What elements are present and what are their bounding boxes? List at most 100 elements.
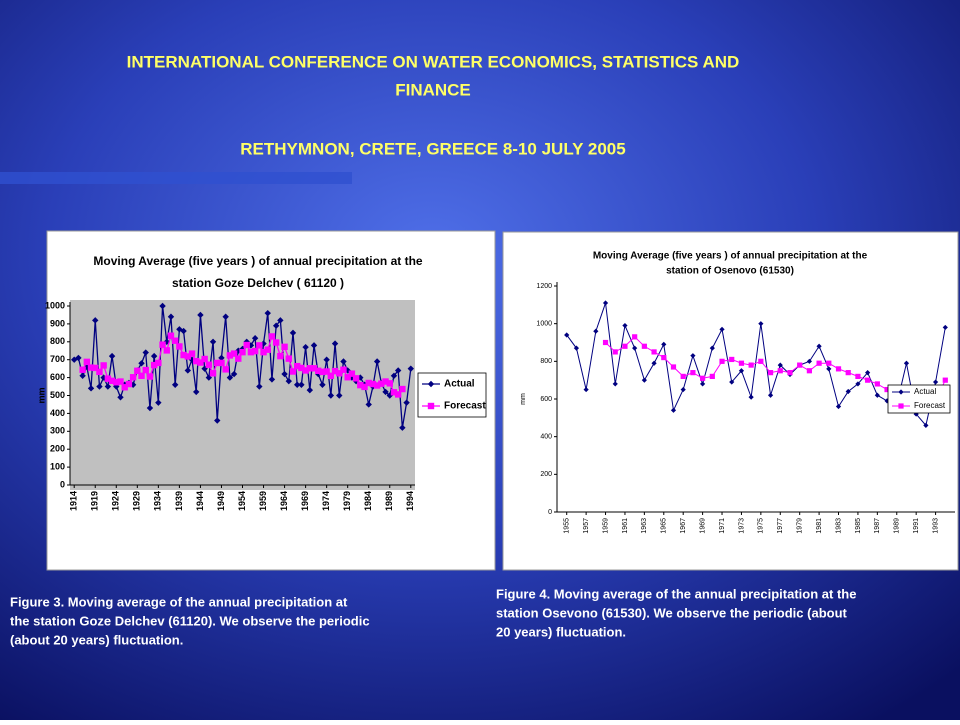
y-tick-label: 200: [540, 471, 552, 478]
marker: [738, 360, 745, 366]
chart-frame: [502, 231, 959, 571]
x-tick-label: 1961: [622, 518, 629, 534]
marker: [256, 383, 263, 390]
legend-box: [887, 384, 951, 414]
marker: [197, 359, 204, 366]
marker: [806, 358, 812, 364]
marker: [331, 340, 339, 347]
marker: [394, 367, 402, 374]
y-axis-label: mm: [36, 387, 46, 403]
marker: [835, 403, 842, 410]
marker: [138, 372, 145, 380]
marker: [352, 375, 360, 382]
marker: [816, 343, 822, 349]
marker: [865, 377, 871, 383]
marker: [942, 377, 948, 383]
marker: [201, 355, 208, 363]
marker: [884, 386, 890, 393]
marker: [327, 372, 335, 380]
marker: [748, 394, 754, 400]
marker: [738, 368, 745, 374]
marker: [247, 348, 255, 356]
marker: [719, 358, 725, 364]
marker: [268, 333, 276, 340]
marker: [777, 362, 783, 368]
marker: [260, 348, 267, 356]
marker: [787, 370, 793, 376]
x-tick-label: 1944: [195, 491, 205, 511]
marker: [96, 383, 103, 390]
marker: [361, 383, 368, 391]
marker: [399, 385, 406, 393]
marker: [264, 346, 271, 353]
marker: [159, 341, 166, 348]
x-tick-label: 1965: [661, 518, 668, 534]
marker: [651, 349, 657, 355]
plot-area: [70, 300, 415, 490]
marker: [163, 347, 170, 354]
caption-line: Figure 4. Moving average of the annual p…: [496, 586, 856, 601]
marker: [92, 317, 99, 324]
marker: [298, 381, 305, 388]
y-tick-label: 400: [50, 408, 65, 418]
x-tick-label: 1969: [699, 518, 706, 534]
x-tick-label: 1994: [405, 491, 415, 511]
marker: [302, 343, 309, 351]
marker: [205, 361, 213, 368]
x-tick-label: 1973: [738, 518, 745, 534]
marker: [348, 370, 356, 377]
marker: [134, 367, 141, 374]
marker: [92, 364, 99, 372]
caption-line: Figure 3. Moving average of the annual p…: [10, 594, 348, 609]
marker: [632, 334, 638, 340]
marker: [171, 381, 179, 388]
marker: [641, 377, 647, 383]
marker: [709, 373, 715, 379]
marker: [661, 354, 667, 361]
marker: [104, 375, 112, 382]
marker: [748, 362, 754, 368]
marker: [159, 302, 166, 310]
marker: [369, 380, 377, 388]
x-tick-label: 1924: [111, 491, 121, 511]
y-tick-label: 600: [540, 396, 552, 403]
marker: [104, 383, 112, 390]
marker: [923, 422, 929, 428]
marker: [884, 398, 890, 404]
marker: [171, 337, 179, 344]
chart-title: Moving Average (five years ) of annual p…: [593, 251, 868, 262]
marker: [150, 352, 158, 360]
marker: [767, 392, 774, 398]
marker: [319, 381, 326, 388]
marker: [218, 359, 225, 367]
marker: [913, 411, 919, 417]
marker: [281, 343, 288, 351]
marker: [277, 352, 284, 360]
marker: [403, 399, 410, 406]
marker: [874, 381, 880, 387]
marker: [214, 359, 221, 367]
title-line: FINANCE: [395, 80, 471, 99]
x-tick-label: 1975: [758, 518, 765, 534]
marker: [222, 313, 229, 320]
marker: [256, 342, 263, 349]
marker: [96, 368, 103, 376]
x-tick-label: 1967: [680, 518, 687, 534]
x-tick-label: 1979: [342, 491, 352, 511]
marker: [142, 366, 149, 374]
y-tick-label: 500: [50, 390, 65, 400]
title-line: INTERNATIONAL CONFERENCE ON WATER ECONOM…: [127, 52, 740, 71]
marker: [680, 386, 686, 393]
y-tick-label: 1000: [536, 321, 552, 328]
marker: [903, 360, 910, 366]
marker: [222, 366, 229, 373]
x-tick-label: 1949: [216, 491, 226, 511]
marker: [83, 358, 91, 366]
marker: [230, 350, 238, 357]
marker: [573, 345, 580, 351]
marker: [390, 389, 398, 396]
legend-label: Forecast: [914, 401, 946, 410]
marker: [373, 382, 381, 389]
y-tick-label: 1000: [45, 300, 65, 310]
marker: [845, 388, 851, 395]
